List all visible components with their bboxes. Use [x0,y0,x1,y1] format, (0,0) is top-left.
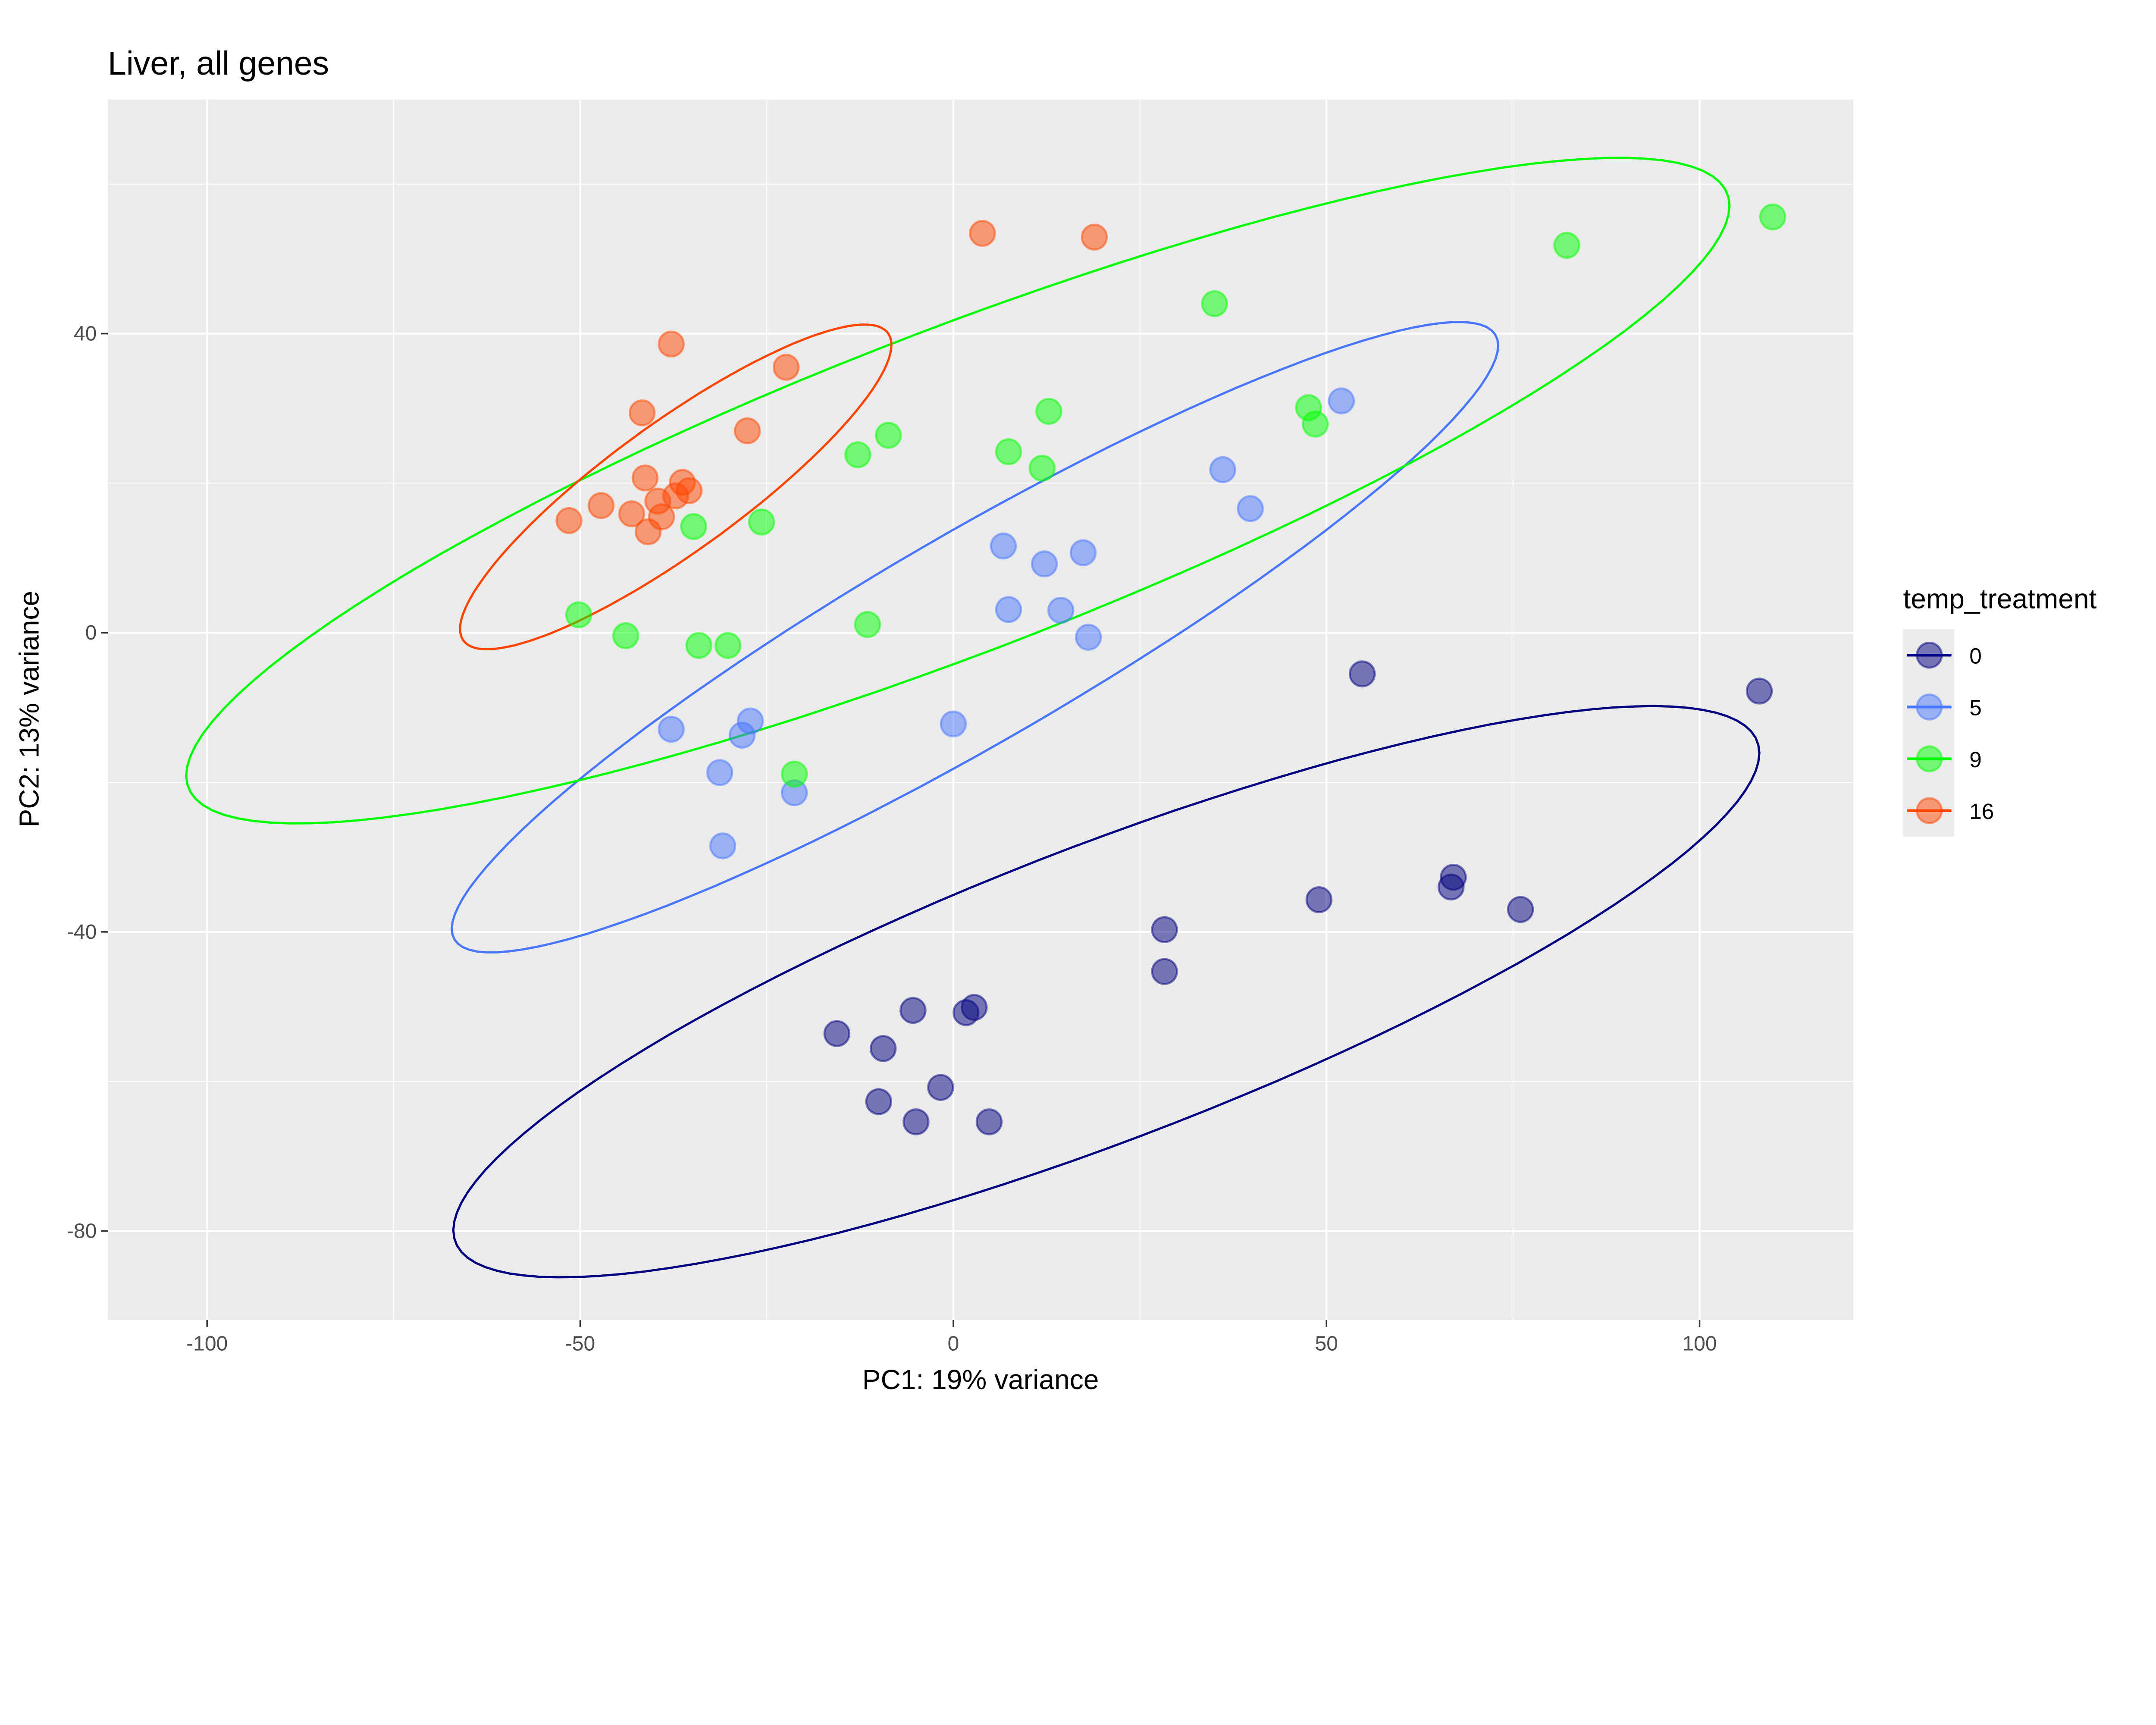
point-series-16 [631,464,659,492]
point-series-0 [1151,916,1178,943]
point-series-5 [1328,387,1355,414]
point-series-9 [854,611,881,638]
point-series-5 [709,832,736,859]
point-series-0 [1151,958,1178,985]
point-series-16 [587,492,615,519]
point-series-0 [865,1088,893,1115]
x-tick-label: 50 [1315,1332,1338,1355]
points [555,203,1786,1135]
point-series-9 [1201,290,1228,317]
ellipses [185,157,1761,1279]
point-series-0 [953,999,980,1026]
x-tick-label: -100 [186,1332,228,1355]
y-axis-label: PC2: 13% variance [14,591,45,828]
ellipse-series-5 [451,321,1499,953]
point-series-5 [990,532,1017,560]
point-series-0 [903,1108,930,1135]
ellipse-series-9 [185,157,1731,825]
point-series-9 [1759,203,1786,231]
point-series-0 [823,1020,851,1047]
point-series-0 [899,997,927,1024]
point-series-5 [940,710,967,738]
point-series-16 [1081,223,1108,251]
legend-label: 16 [1969,799,1994,824]
point-series-5 [1069,539,1097,566]
legend-label: 0 [1969,643,1982,668]
ellipse-series-0 [452,705,1761,1279]
chart-title: Liver, all genes [108,45,329,82]
point-series-9 [1301,411,1329,438]
point-series-0 [869,1035,897,1062]
point-series-5 [1031,550,1058,577]
point-series-5 [658,715,685,743]
point-series-9 [780,760,808,788]
point-series-9 [1028,455,1056,482]
y-tick-label: 0 [85,621,97,644]
point-series-0 [1507,896,1534,923]
point-series-9 [612,622,639,649]
point-series-0 [975,1108,1003,1135]
y-tick-label: -80 [67,1220,97,1243]
x-axis: -100 -50 0 50 100 [186,1320,1717,1355]
point-series-9 [748,508,775,536]
point-series-0 [1349,660,1376,687]
point-series-5 [1075,624,1102,651]
y-axis: -80 -40 0 40 [67,322,108,1243]
pca-scatter-chart: Liver, all genes -100 -50 0 50 100 -80-40040… [14,45,2097,1395]
point-series-9 [565,601,592,628]
point-series-5 [1209,456,1236,483]
legend: temp_treatment 0 5 9 16 [1903,583,2097,837]
point-series-16 [658,330,685,358]
point-series-16 [618,500,646,527]
point-series-0 [1437,873,1465,901]
point-series-9 [680,513,707,540]
point-series-9 [875,422,902,449]
point-series-5 [728,721,756,749]
point-series-5 [1237,495,1264,522]
point-series-16 [969,220,996,247]
x-tick-label: 100 [1682,1332,1717,1355]
point-series-5 [995,596,1022,623]
y-tick-label: -40 [67,920,97,944]
grid [107,99,1854,1320]
point-series-0 [927,1074,954,1101]
point-series-0 [1305,886,1333,913]
point-series-16 [628,399,656,427]
point-series-5 [706,759,733,786]
x-tick-label: 0 [947,1332,959,1355]
point-series-16 [733,417,761,445]
y-tick-label: 40 [74,322,97,345]
legend-title: temp_treatment [1903,583,2096,614]
point-series-9 [995,438,1022,465]
x-axis-label: PC1: 19% variance [862,1364,1099,1395]
point-series-9 [714,632,742,659]
legend-label: 5 [1969,696,1982,720]
point-series-9 [844,441,871,468]
point-series-9 [685,632,712,659]
point-series-9 [1553,232,1580,259]
x-tick-label: -50 [565,1332,595,1355]
point-series-9 [1035,398,1062,425]
legend-label: 9 [1969,747,1982,772]
point-series-5 [1047,596,1075,624]
point-series-0 [1745,677,1773,705]
point-series-16 [634,518,662,546]
point-series-16 [555,507,583,534]
point-series-16 [772,354,800,381]
ellipse-series-16 [459,323,893,651]
